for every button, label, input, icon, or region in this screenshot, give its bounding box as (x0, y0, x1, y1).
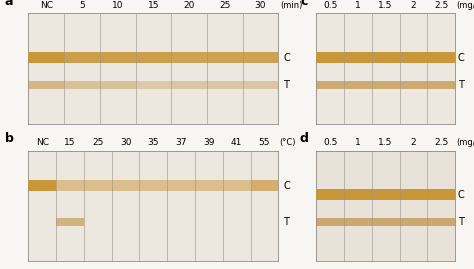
Text: (mg/ml): (mg/ml) (456, 1, 474, 10)
Text: 25: 25 (92, 138, 103, 147)
Bar (167, 180, 195, 192)
Text: (mg/ml): (mg/ml) (456, 138, 474, 147)
Bar (171, 52, 207, 63)
Bar (427, 189, 455, 200)
Bar (243, 81, 278, 89)
Bar (316, 52, 344, 63)
Bar (372, 218, 400, 226)
Bar (344, 189, 372, 200)
Bar (316, 189, 344, 200)
Text: 30: 30 (120, 138, 131, 147)
Bar (427, 52, 455, 63)
Bar (316, 218, 344, 226)
Bar (400, 218, 427, 226)
Bar (223, 180, 251, 192)
Text: (°C): (°C) (280, 138, 296, 147)
Bar (84, 180, 112, 192)
Text: 1: 1 (355, 138, 361, 147)
Bar (139, 180, 167, 192)
Bar (372, 52, 400, 63)
Bar (400, 81, 427, 89)
Text: 1.5: 1.5 (378, 138, 393, 147)
Text: 20: 20 (183, 1, 195, 10)
Text: NC: NC (36, 138, 49, 147)
Bar (28, 81, 64, 89)
Bar (207, 52, 243, 63)
Text: C: C (458, 190, 465, 200)
Text: 2.5: 2.5 (434, 1, 448, 10)
Bar (64, 52, 100, 63)
Text: 0.5: 0.5 (323, 138, 337, 147)
Text: T: T (283, 80, 289, 90)
Text: 30: 30 (255, 1, 266, 10)
Text: 41: 41 (231, 138, 242, 147)
Bar (344, 81, 372, 89)
Bar (195, 180, 223, 192)
Text: C: C (458, 52, 465, 63)
Bar (28, 180, 56, 192)
Bar (100, 52, 136, 63)
Text: 35: 35 (147, 138, 159, 147)
Text: T: T (458, 217, 464, 227)
Text: 0.5: 0.5 (323, 1, 337, 10)
Text: C: C (283, 52, 290, 63)
Bar (136, 81, 171, 89)
Bar (28, 52, 64, 63)
Bar (344, 52, 372, 63)
Text: 1: 1 (355, 1, 361, 10)
Text: d: d (299, 132, 308, 145)
Text: 10: 10 (112, 1, 123, 10)
Bar (56, 180, 84, 192)
Text: 37: 37 (175, 138, 187, 147)
Text: T: T (458, 80, 464, 90)
Bar (372, 81, 400, 89)
Bar (112, 180, 139, 192)
Bar (251, 180, 278, 192)
Text: 2.5: 2.5 (434, 138, 448, 147)
Bar (344, 218, 372, 226)
Text: NC: NC (40, 1, 53, 10)
Bar (372, 189, 400, 200)
Text: 5: 5 (79, 1, 85, 10)
Bar (316, 81, 344, 89)
Bar (207, 81, 243, 89)
Bar (64, 81, 100, 89)
Bar (136, 52, 171, 63)
Bar (100, 81, 136, 89)
Text: 25: 25 (219, 1, 230, 10)
Bar (400, 52, 427, 63)
Bar (427, 81, 455, 89)
Text: T: T (283, 217, 289, 227)
Text: 15: 15 (147, 1, 159, 10)
Text: 2: 2 (410, 138, 416, 147)
Bar (427, 218, 455, 226)
Text: c: c (301, 0, 308, 8)
Text: 15: 15 (64, 138, 76, 147)
Bar (171, 81, 207, 89)
Text: 55: 55 (259, 138, 270, 147)
Text: 1.5: 1.5 (378, 1, 393, 10)
Text: C: C (283, 181, 290, 191)
Text: 2: 2 (410, 1, 416, 10)
Bar (56, 218, 84, 226)
Text: 39: 39 (203, 138, 215, 147)
Bar (400, 189, 427, 200)
Text: (min): (min) (280, 1, 302, 10)
Text: a: a (5, 0, 13, 8)
Text: b: b (5, 132, 13, 145)
Bar (243, 52, 278, 63)
